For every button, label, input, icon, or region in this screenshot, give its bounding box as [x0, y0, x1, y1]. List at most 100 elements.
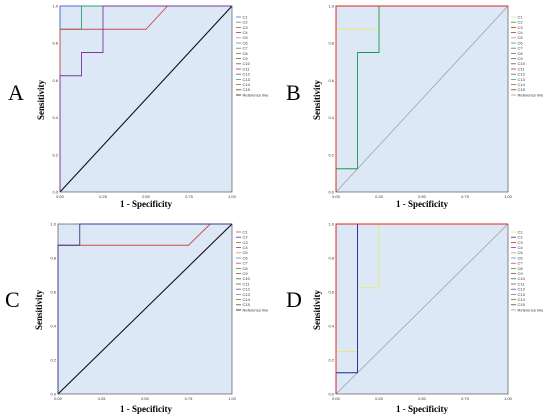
- legend-entry: C13: [243, 77, 251, 82]
- legend-entry: C1: [243, 14, 249, 19]
- legend-entry: C5: [243, 35, 249, 40]
- y-tick-label: 1.0: [328, 222, 334, 227]
- legend-entry: C10: [518, 276, 526, 281]
- y-tick-label: 0.6: [328, 290, 334, 295]
- legend-entry: C8: [518, 51, 524, 56]
- legend-entry: C3: [518, 240, 524, 245]
- legend-entry: C2: [518, 20, 524, 25]
- roc-curve-c3: [335, 5, 508, 192]
- legend-entry: C8: [243, 51, 249, 56]
- panel-b: B 0.00 0.25 0.50 0.75 1.00 0.0 0.2 0.4 0.6 0.8 1.0 1…: [286, 4, 544, 210]
- legend-entry: C15: [243, 302, 251, 307]
- x-tick-label: 1.00: [228, 194, 237, 199]
- panel-c: C 0.00 0.25 0.50 0.75 1.00 0.0 0.2 0.4 0.6 0.8 1.0 1…: [5, 222, 269, 415]
- x-tick-label: 0.25: [98, 396, 107, 401]
- legend-entry: C15: [243, 87, 251, 92]
- legend-entry: C2: [243, 20, 249, 25]
- legend-entry: C4: [243, 245, 249, 250]
- y-tick-label: 0.6: [328, 78, 334, 83]
- roc-curve-c3: [335, 223, 508, 394]
- legend-entry: C11: [243, 66, 251, 71]
- x-tick-label: 1.00: [228, 396, 237, 401]
- y-tick-label: 0.0: [328, 392, 334, 397]
- legend-entry: C3: [243, 240, 249, 245]
- x-tick-label: 0.75: [461, 396, 470, 401]
- y-axis-title: Sensitivity: [312, 80, 322, 121]
- y-tick-label: 0.2: [52, 152, 58, 157]
- y-tick-label: 0.4: [328, 115, 334, 120]
- legend-entry: C2: [518, 235, 524, 240]
- legend-entry: C14: [518, 82, 526, 87]
- legend-entry: C10: [243, 61, 251, 66]
- legend-entry: C11: [518, 66, 526, 71]
- legend-entry: C13: [518, 292, 526, 297]
- reference-line: [57, 223, 233, 395]
- legend-entry: C10: [243, 276, 251, 281]
- legend-entry: C12: [243, 72, 251, 77]
- legend-entry: Reference line: [243, 307, 270, 312]
- legend-entry: C7: [243, 261, 249, 266]
- legend-entry: C2: [243, 235, 249, 240]
- legend-entry: C4: [518, 30, 524, 35]
- legend-entry: C12: [243, 287, 251, 292]
- x-tick-label: 0.50: [142, 194, 151, 199]
- x-tick-label: 0.25: [375, 396, 384, 401]
- roc-curve-c4: [59, 5, 232, 192]
- y-tick-label: 1.0: [52, 4, 58, 9]
- x-tick-label: 0.25: [99, 194, 108, 199]
- legend-entry: C4: [243, 30, 249, 35]
- legend-entry: C9: [518, 271, 524, 276]
- x-axis-title: 1 - Specificity: [120, 199, 172, 209]
- legend-entry: C9: [518, 56, 524, 61]
- legend-entry: C3: [243, 25, 249, 30]
- panel-label: D: [286, 287, 302, 312]
- y-tick-label: 0.4: [328, 324, 334, 329]
- x-tick-label: 0.50: [418, 194, 427, 199]
- legend-entry: C14: [243, 82, 251, 87]
- y-tick-label: 1.0: [50, 222, 56, 227]
- legend-entry: C15: [518, 87, 526, 92]
- x-tick-label: 0.00: [54, 396, 63, 401]
- y-tick-label: 0.0: [328, 190, 334, 195]
- y-axis-title: Sensitivity: [34, 290, 44, 331]
- y-tick-label: 0.2: [328, 152, 334, 157]
- x-tick-label: 0.00: [332, 396, 341, 401]
- x-tick-label: 1.00: [504, 194, 513, 199]
- x-axis-title: 1 - Specificity: [120, 404, 172, 414]
- legend-entry: C6: [243, 255, 249, 260]
- legend-entry: Reference line: [243, 92, 270, 97]
- legend-entry: C12: [518, 72, 526, 77]
- legend-entry: C6: [243, 40, 249, 45]
- panel-label: C: [5, 287, 20, 312]
- y-tick-label: 0.4: [52, 115, 58, 120]
- legend-entry: C15: [518, 302, 526, 307]
- roc-curve-c2: [57, 223, 232, 394]
- y-axis-title: Sensitivity: [36, 80, 46, 121]
- reference-line: [59, 5, 233, 193]
- legend-entry: C9: [243, 271, 249, 276]
- legend: C1C2C3C4C5C6C7C8C9C10C11C12C13C14C15Refe…: [511, 229, 544, 312]
- x-tick-label: 0.25: [375, 194, 384, 199]
- x-tick-label: 0.00: [56, 194, 65, 199]
- legend-entry: C13: [243, 292, 251, 297]
- legend-entry: C7: [518, 261, 524, 266]
- legend-entry: C6: [518, 255, 524, 260]
- y-tick-label: 0.0: [50, 392, 56, 397]
- x-tick-label: 0.75: [185, 194, 194, 199]
- x-tick-label: 0.75: [185, 396, 194, 401]
- legend-entry: Reference line: [518, 307, 545, 312]
- legend-entry: C4: [518, 245, 524, 250]
- legend-entry: C6: [518, 40, 524, 45]
- legend-entry: C5: [518, 35, 524, 40]
- x-axis-title: 1 - Specificity: [396, 199, 448, 209]
- legend-entry: C10: [518, 61, 526, 66]
- x-tick-label: 0.50: [141, 396, 150, 401]
- reference-line: [335, 223, 509, 395]
- panel-label: A: [8, 80, 24, 105]
- legend-entry: C9: [243, 56, 249, 61]
- y-tick-label: 0.2: [50, 358, 56, 363]
- legend-entry: C1: [518, 229, 524, 234]
- legend-entry: C11: [518, 281, 526, 286]
- y-tick-label: 0.8: [328, 256, 334, 261]
- legend: C1C2C3C4C5C6C7C8C9C10C11C12C13C14C15Refe…: [236, 229, 269, 312]
